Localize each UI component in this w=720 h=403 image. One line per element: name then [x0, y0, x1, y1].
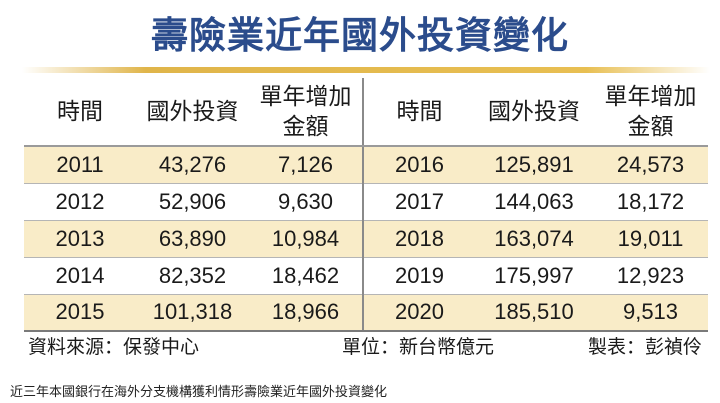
cell-year: 2020 — [362, 294, 475, 332]
cell-year: 2013 — [24, 220, 136, 258]
cell-year: 2017 — [362, 183, 475, 221]
cell-year: 2011 — [24, 146, 136, 184]
cell-increase: 12,923 — [593, 257, 708, 295]
cell-investment: 144,063 — [475, 183, 593, 221]
header-increase: 單年增加 金額 — [249, 78, 363, 147]
header-time: 時間 — [24, 78, 136, 147]
table-row: 2014 82,352 18,462 2019 175,997 12,923 — [24, 257, 708, 295]
cell-increase: 18,172 — [593, 183, 708, 221]
cell-year: 2014 — [24, 257, 136, 295]
table-row: 2011 43,276 7,126 2016 125,891 24,573 — [24, 146, 708, 184]
table-footer: 資料來源：保發中心 單位：新台幣億元 製表：彭禎伶 — [24, 332, 708, 358]
image-caption: 近三年本國銀行在海外分支機構獲利情形壽險業近年國外投資變化 — [10, 385, 388, 400]
cell-investment: 82,352 — [136, 257, 249, 295]
cell-increase: 18,462 — [249, 257, 363, 295]
cell-investment: 185,510 — [475, 294, 593, 332]
source-note: 資料來源：保發中心 — [28, 336, 200, 358]
page-title: 壽險業近年國外投資變化 — [151, 14, 569, 57]
cell-year: 2016 — [362, 146, 475, 184]
investment-table: 時間 國外投資 單年增加 金額 時間 國外投資 單年增加 金額 2011 43,… — [24, 78, 708, 332]
cell-investment: 63,890 — [136, 220, 249, 258]
cell-increase: 10,984 — [249, 220, 363, 258]
header-investment-right: 國外投資 — [475, 78, 593, 147]
unit-note: 單位：新台幣億元 — [342, 336, 495, 358]
cell-investment: 52,906 — [136, 183, 249, 221]
header-increase-line2: 金額 — [282, 113, 329, 140]
cell-year: 2019 — [362, 257, 475, 295]
cell-year: 2018 — [362, 220, 475, 258]
table-row: 2013 63,890 10,984 2018 163,074 19,011 — [24, 220, 708, 258]
table-row: 2015 101,318 18,966 2020 185,510 9,513 — [24, 294, 708, 332]
title-underline — [22, 67, 710, 73]
cell-increase: 9,630 — [249, 183, 363, 221]
cell-increase: 18,966 — [249, 294, 363, 332]
maker-note: 製表：彭禎伶 — [587, 336, 702, 358]
cell-investment: 125,891 — [475, 146, 593, 184]
table-row: 2012 52,906 9,630 2017 144,063 18,172 — [24, 183, 708, 221]
cell-investment: 163,074 — [475, 220, 593, 258]
header-investment: 國外投資 — [136, 78, 249, 147]
header-increase-right-line1: 單年增加 — [604, 83, 697, 110]
cell-increase: 7,126 — [249, 146, 363, 184]
header-increase-line1: 單年增加 — [259, 83, 352, 110]
header-increase-right: 單年增加 金額 — [593, 78, 708, 147]
header-time-right: 時間 — [362, 78, 475, 147]
cell-increase: 19,011 — [593, 220, 708, 258]
header-increase-right-line2: 金額 — [627, 113, 674, 140]
cell-increase: 24,573 — [593, 146, 708, 184]
cell-year: 2012 — [24, 183, 136, 221]
cell-year: 2015 — [24, 294, 136, 332]
cell-increase: 9,513 — [593, 294, 708, 332]
cell-investment: 101,318 — [136, 294, 249, 332]
cell-investment: 175,997 — [475, 257, 593, 295]
cell-investment: 43,276 — [136, 146, 249, 184]
header-row: 時間 國外投資 單年增加 金額 時間 國外投資 單年增加 金額 — [24, 78, 708, 147]
